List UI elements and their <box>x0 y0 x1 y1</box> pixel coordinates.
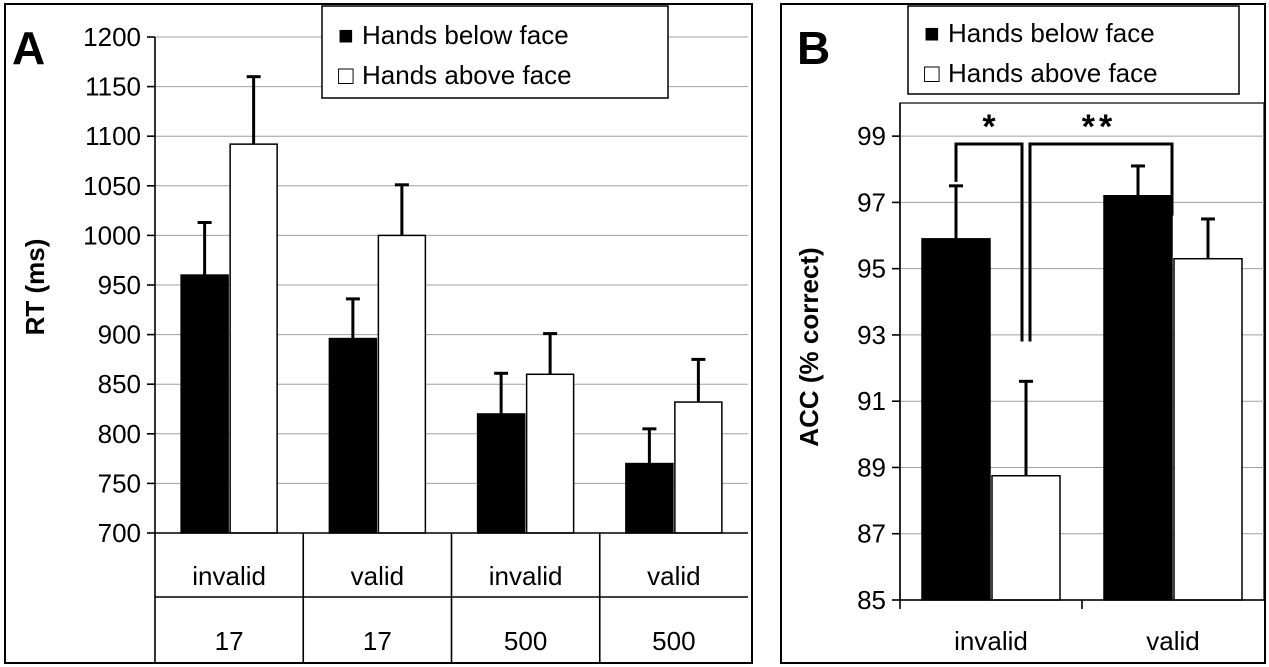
bar <box>1173 257 1243 601</box>
panel-a-frame <box>4 3 753 664</box>
panel-b-bars <box>921 164 1243 601</box>
y-tick-label: 850 <box>98 369 141 399</box>
y-tick-label: 750 <box>98 468 141 498</box>
legend-swatch-empty-icon: □ <box>924 58 940 88</box>
y-tick-label: 950 <box>98 270 141 300</box>
bar <box>674 401 723 534</box>
x-tick-label: invalid <box>489 561 563 591</box>
panel-a-bars <box>180 75 723 534</box>
y-tick-label: 800 <box>98 419 141 449</box>
y-tick-label: 89 <box>857 452 886 482</box>
bar <box>921 238 991 601</box>
bar <box>1103 195 1173 601</box>
panel-a-y-axis-label: RT (ms) <box>20 239 50 336</box>
significance-bracket <box>954 142 1024 342</box>
y-tick-label: 93 <box>857 320 886 350</box>
x-tick-label: valid <box>1146 626 1199 656</box>
bar <box>180 274 229 534</box>
y-tick-label: 900 <box>98 320 141 350</box>
significance-star: ** <box>1082 108 1116 146</box>
panel-a-legend-box <box>321 5 669 99</box>
y-tick-label: 91 <box>857 386 886 416</box>
bar <box>328 337 378 534</box>
panel-b-frame <box>780 3 1266 664</box>
y-tick-label: 1100 <box>85 121 141 151</box>
y-tick-label: 87 <box>857 519 886 549</box>
y-tick-label: 700 <box>98 518 141 548</box>
legend-swatch-empty-icon: □ <box>338 60 354 90</box>
legend-swatch-filled-icon: ■ <box>338 20 354 50</box>
panel-b-significance: * ** <box>954 108 1174 342</box>
x-tick-label-sub: 500 <box>504 626 547 656</box>
panel-a-x-axis: invalid 17 valid 17 invalid 500 valid 500 <box>154 37 748 663</box>
panel-b: B ACC (% correct) 85 87 89 91 93 95 97 99 inval… <box>780 3 1266 664</box>
y-tick-label: 1050 <box>83 171 141 201</box>
panel-a: A RT (ms) 700 750 800 850 900 950 1000 1050 1100… <box>4 3 753 664</box>
panel-b-y-ticks: 85 87 89 91 93 95 97 99 <box>857 121 900 615</box>
panel-a-y-ticks: 700 750 800 850 900 950 1000 1050 1100 1150 1200 <box>83 22 155 548</box>
bar <box>229 143 278 534</box>
panel-b-legend-below: Hands below face <box>948 18 1155 48</box>
panel-b-legend: ■ Hands below face □ Hands above face <box>907 5 1240 95</box>
bar <box>476 413 526 534</box>
significance-star: * <box>982 108 996 146</box>
x-tick-label-sub: 17 <box>215 626 244 656</box>
panel-a-legend: ■ Hands below face □ Hands above face <box>321 5 669 99</box>
y-tick-label: 95 <box>857 254 886 284</box>
y-tick-label: 99 <box>857 121 886 151</box>
x-tick-label: invalid <box>192 561 266 591</box>
panel-a-legend-above: Hands above face <box>362 60 572 90</box>
panel-b-letter: B <box>797 22 830 74</box>
y-tick-label: 97 <box>857 187 886 217</box>
y-tick-label: 1200 <box>83 22 141 52</box>
significance-bracket <box>1028 142 1174 342</box>
bar <box>377 234 427 534</box>
panel-b-x-axis: invalid valid <box>899 103 1264 656</box>
panel-b-legend-above: Hands above face <box>948 58 1158 88</box>
legend-swatch-filled-icon: ■ <box>924 18 940 48</box>
y-tick-label: 1000 <box>83 220 141 250</box>
x-tick-label: valid <box>647 561 700 591</box>
bar <box>525 373 575 534</box>
panel-a-legend-below: Hands below face <box>362 20 569 50</box>
bar <box>625 462 674 534</box>
panel-a-letter: A <box>12 22 45 74</box>
panel-b-y-axis-label: ACC (% correct) <box>794 247 824 446</box>
bar <box>991 475 1061 601</box>
x-tick-label-sub: 17 <box>363 626 392 656</box>
y-tick-label: 1150 <box>85 72 141 102</box>
x-tick-label-sub: 500 <box>652 626 695 656</box>
x-tick-label: invalid <box>954 626 1028 656</box>
panel-b-legend-box <box>907 5 1240 95</box>
y-tick-label: 85 <box>857 585 886 615</box>
x-tick-label: valid <box>351 561 404 591</box>
